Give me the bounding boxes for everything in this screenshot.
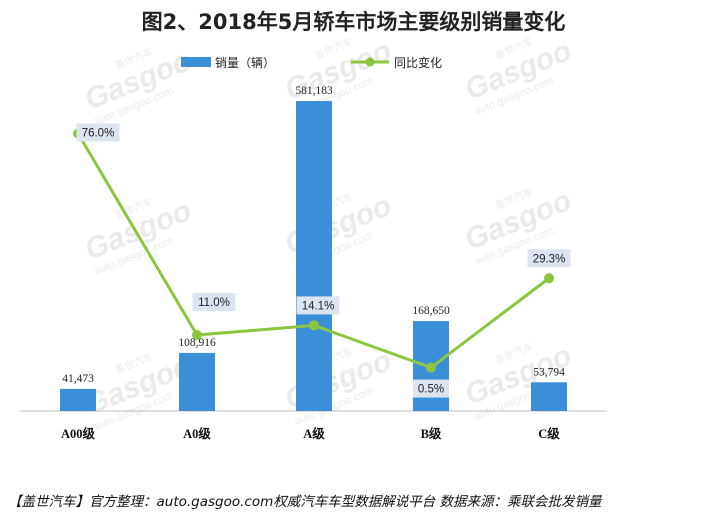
line-marker bbox=[192, 330, 202, 341]
line-marker bbox=[544, 273, 554, 284]
bar bbox=[296, 101, 332, 411]
category-label: A00级 bbox=[61, 426, 96, 441]
line-marker bbox=[309, 320, 319, 331]
line-value-label-box bbox=[192, 293, 236, 312]
bar bbox=[531, 382, 567, 411]
legend-bar-swatch bbox=[181, 57, 211, 67]
legend-line-label: 同比变化 bbox=[394, 55, 442, 70]
bar-value-labels: 41,473 108,916 581,183 168,650 53,794 bbox=[62, 85, 565, 385]
chart-title: 图2、2018年5月轿车市场主要级别销量变化 bbox=[141, 10, 566, 34]
line-value-label: 29.3% bbox=[533, 253, 566, 265]
line-value-label-box bbox=[527, 249, 571, 268]
category-label: B级 bbox=[421, 426, 442, 441]
bar-value-label: 108,916 bbox=[178, 337, 216, 349]
bar bbox=[179, 352, 215, 411]
line-value-label: 76.0% bbox=[82, 127, 115, 139]
line-value-label-box bbox=[296, 296, 340, 315]
bar-value-label: 168,650 bbox=[412, 305, 450, 317]
bar bbox=[60, 388, 96, 411]
line-value-label: 11.0% bbox=[198, 297, 230, 309]
category-labels: A00级 A0级 A级 B级 C级 bbox=[61, 426, 560, 441]
line-value-labels: 76.0% 11.0% 14.1% 0.5% 29.3% bbox=[76, 123, 571, 398]
legend: 销量（辆） 同比变化 bbox=[181, 55, 442, 70]
bar-value-label: 41,473 bbox=[62, 373, 94, 385]
bar-value-label: 581,183 bbox=[295, 85, 333, 97]
legend-line-marker bbox=[365, 57, 375, 67]
category-label: A级 bbox=[303, 426, 325, 441]
line-marker bbox=[426, 362, 436, 373]
legend-bar-label: 销量（辆） bbox=[215, 56, 275, 70]
footer-source: 【盖世汽车】官方整理：auto.gasgoo.com权威汽车车型数据解说平台 数… bbox=[8, 494, 602, 510]
line-value-label: 0.5% bbox=[418, 384, 444, 396]
line-value-label-box bbox=[413, 379, 449, 398]
line-value-label-box bbox=[76, 123, 120, 142]
category-label: C级 bbox=[538, 426, 560, 441]
bar-value-label: 53,794 bbox=[533, 366, 565, 378]
line-value-label: 14.1% bbox=[302, 300, 335, 312]
category-label: A0级 bbox=[183, 426, 211, 441]
